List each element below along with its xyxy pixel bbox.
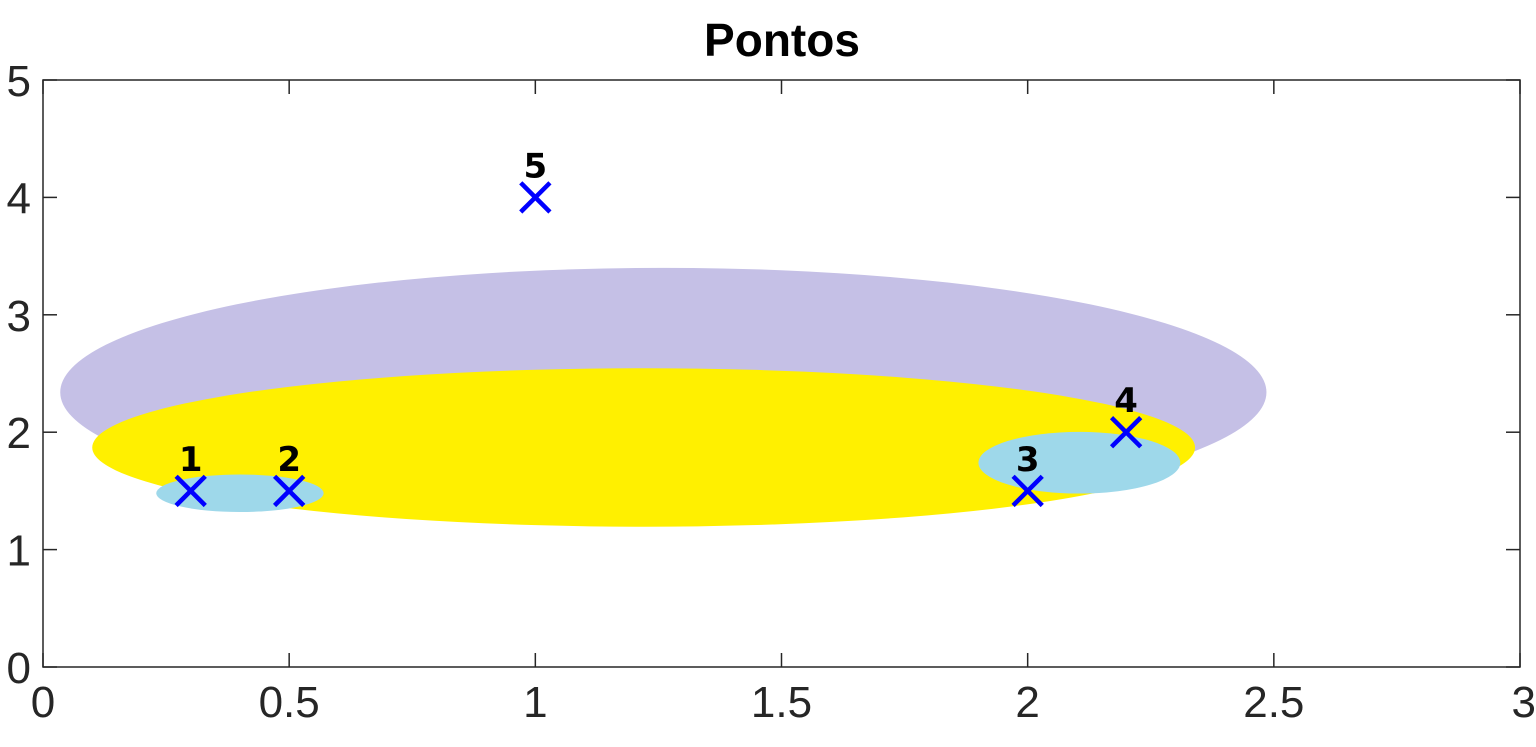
data-points: 1 2 3 4 5 — [174, 146, 1143, 508]
x-tick-label: 3 — [1512, 678, 1536, 727]
cluster-regions — [60, 267, 1267, 527]
y-tick-label: 0 — [7, 644, 31, 693]
point-1: 1 — [174, 440, 207, 508]
cluster-region-4 — [978, 431, 1181, 494]
x-tick-label: 2.5 — [1243, 678, 1304, 727]
x-tick-label: 1.5 — [751, 678, 812, 727]
point-label: 1 — [179, 440, 203, 480]
x-tick-label: 0.5 — [259, 678, 320, 727]
point-3: 3 — [1011, 440, 1044, 508]
point-label: 4 — [1114, 381, 1138, 421]
cluster-region-2 — [92, 368, 1196, 527]
x-marker-stroke — [519, 181, 552, 214]
point-label: 5 — [523, 146, 547, 186]
y-tick-label: 2 — [7, 409, 31, 458]
y-tick-label: 1 — [7, 527, 31, 576]
y-tick-label: 4 — [7, 174, 31, 223]
x-tick-label: 0 — [31, 678, 55, 727]
axes: 0 0.5 1 1.5 2 2.5 3 0 1 2 3 4 5 — [7, 57, 1536, 727]
y-tick-label: 3 — [7, 292, 31, 341]
point-5: 5 — [519, 146, 552, 214]
x-marker-stroke — [1109, 416, 1143, 449]
chart-title: Pontos — [704, 14, 860, 66]
x-marker-stroke — [174, 474, 207, 508]
x-marker-stroke — [1011, 474, 1044, 508]
point-2: 2 — [272, 440, 306, 508]
point-label: 3 — [1016, 440, 1040, 480]
x-tick-label: 1 — [523, 678, 547, 727]
point-4: 4 — [1109, 381, 1143, 449]
x-marker-stroke — [272, 474, 306, 508]
x-tick-label: 2 — [1015, 678, 1039, 727]
y-tick-label: 5 — [7, 57, 31, 106]
point-label: 2 — [277, 440, 301, 480]
